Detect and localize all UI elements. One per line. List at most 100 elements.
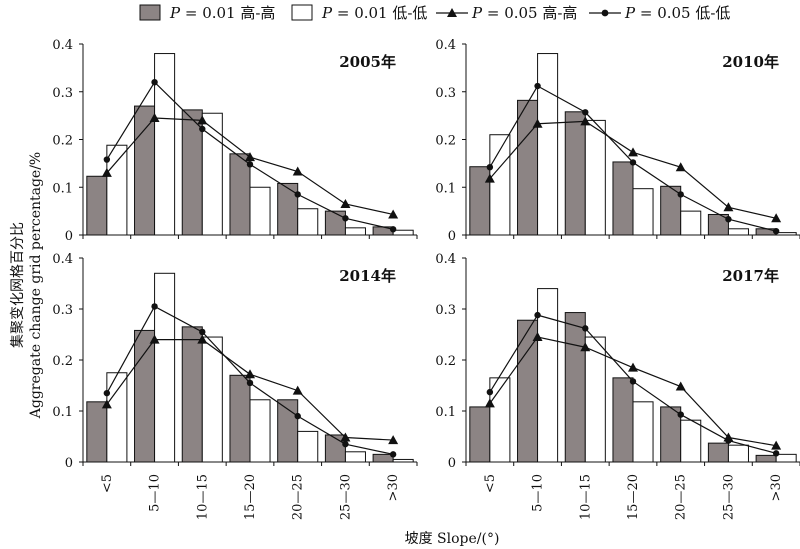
bar-high-high-001 (134, 105, 156, 236)
y-tick-label: 0.1 (435, 181, 456, 196)
point-circle (103, 156, 111, 163)
point-triangle (580, 342, 591, 352)
point-circle (199, 125, 206, 133)
legend-label-rest: = 0.05 高-高 (482, 4, 577, 22)
bar-low-low-001 (632, 401, 654, 463)
point-circle (486, 163, 494, 171)
legend-item-4: P = 0.05 低-低 (589, 4, 730, 22)
y-tick-label: 0.4 (435, 252, 456, 267)
point-triangle (580, 116, 591, 126)
x-tick-label: 20—25 (674, 474, 689, 520)
bar-low-low-001 (297, 208, 319, 236)
circle-marker-icon (601, 9, 609, 17)
y-tick-label: 0.2 (52, 354, 73, 369)
point-triangle (340, 432, 351, 442)
point-triangle (149, 113, 160, 123)
point-circle (294, 191, 301, 198)
x-tick-label: 5—10 (148, 474, 163, 512)
y-axis-title-en: Aggregate change grid percentage/% (28, 152, 44, 419)
bar-low-low-001 (584, 119, 606, 236)
legend-label: P = 0.01 高-高 (169, 4, 275, 22)
point-triangle (245, 369, 255, 379)
point-circle (534, 311, 541, 319)
legend: P = 0.01 高-高 P = 0.01 低-低 P = 0.05 高-高 P = … (139, 4, 730, 22)
panel-title: 2017年 (722, 267, 779, 285)
x-tick-label: 10—15 (578, 474, 593, 520)
bar-high-high-001 (86, 175, 108, 236)
point-triangle (484, 398, 495, 408)
bar-high-high-001 (612, 377, 634, 463)
bar-low-low-001 (392, 229, 414, 236)
bar-high-high-001 (469, 406, 491, 463)
panel-title: 2014年 (339, 267, 396, 285)
point-circle (772, 450, 780, 457)
x-tick-label: 15—20 (243, 474, 258, 520)
bar-high-high-001 (134, 329, 156, 463)
bar-low-low-001 (249, 186, 271, 236)
bar-low-low-001 (584, 336, 606, 463)
point-triangle (101, 399, 112, 409)
point-circle (629, 159, 637, 166)
y-tick-label: 0.3 (52, 86, 73, 101)
legend-swatch (291, 4, 313, 21)
bar-high-high-001 (229, 153, 251, 236)
bar-low-low-001 (537, 288, 559, 463)
point-triangle (197, 115, 208, 125)
bar-low-low-001 (775, 232, 797, 236)
point-triangle (675, 162, 686, 172)
legend-label: P = 0.05 高-高 (471, 4, 577, 22)
bar-low-low-001 (680, 210, 702, 236)
bar-high-high-001 (372, 453, 394, 463)
y-tick-label: 0.1 (52, 181, 73, 196)
bar-low-low-001 (249, 399, 271, 463)
point-circle (151, 79, 158, 86)
point-circle (389, 451, 397, 458)
bar-high-high-001 (469, 166, 491, 236)
bar-low-low-001 (344, 451, 366, 463)
chart-panel-2: 0 0.1 0.2 0.3 0.4 2010年 (435, 38, 800, 244)
chart-panel-3: 0 0.1 0.2 0.3 0.4 <5 5—10 10—15 15—20 20—25 25—30 >… (52, 252, 418, 520)
y-tick-label: 0.4 (52, 252, 73, 267)
bar-low-low-001 (680, 419, 702, 463)
legend-label: P = 0.01 低-低 (321, 4, 427, 22)
bar-high-high-001 (564, 111, 586, 236)
x-tick-label: <5 (100, 474, 115, 493)
point-circle (486, 388, 494, 396)
triangle-marker-icon (447, 8, 457, 17)
legend-item-3: P = 0.05 高-高 (436, 4, 577, 22)
legend-swatch (139, 4, 161, 21)
y-tick-label: 0.2 (52, 134, 73, 149)
bar-high-high-001 (277, 399, 299, 463)
bar-low-low-001 (727, 228, 749, 236)
bar-high-high-001 (517, 99, 539, 236)
chart-panel-1: 0 0.1 0.2 0.3 0.4 2005年 (52, 38, 418, 244)
point-triangle (484, 173, 495, 183)
bar-low-low-001 (344, 227, 366, 236)
y-tick-label: 0.3 (52, 303, 73, 318)
bar-high-high-001 (86, 401, 108, 463)
bar-high-high-001 (564, 312, 586, 463)
x-tick-label: <5 (483, 474, 498, 493)
bar-low-low-001 (201, 336, 223, 463)
legend-label-rest: = 0.01 高-高 (180, 4, 275, 22)
panel-title: 2010年 (722, 53, 779, 71)
point-triangle (292, 166, 303, 176)
bar-low-low-001 (392, 458, 414, 463)
point-triangle (149, 334, 160, 344)
chart-panels: 0 0.1 0.2 0.3 0.4 2005年 0 0.1 0.2 0.3 0.4 2010年 0 0.1… (52, 38, 800, 520)
point-triangle (245, 152, 255, 162)
point-circle (677, 191, 684, 198)
point-circle (151, 303, 158, 310)
bar-low-low-001 (297, 430, 319, 463)
point-circle (677, 411, 684, 418)
point-circle (725, 216, 732, 223)
point-triangle (532, 332, 543, 342)
point-circle (772, 227, 780, 235)
point-circle (389, 226, 397, 233)
y-tick-label: 0 (65, 229, 73, 244)
bar-high-high-001 (181, 326, 203, 463)
bar-low-low-001 (727, 444, 749, 463)
y-tick-label: 0 (65, 456, 73, 471)
y-tick-label: 0 (448, 456, 456, 471)
